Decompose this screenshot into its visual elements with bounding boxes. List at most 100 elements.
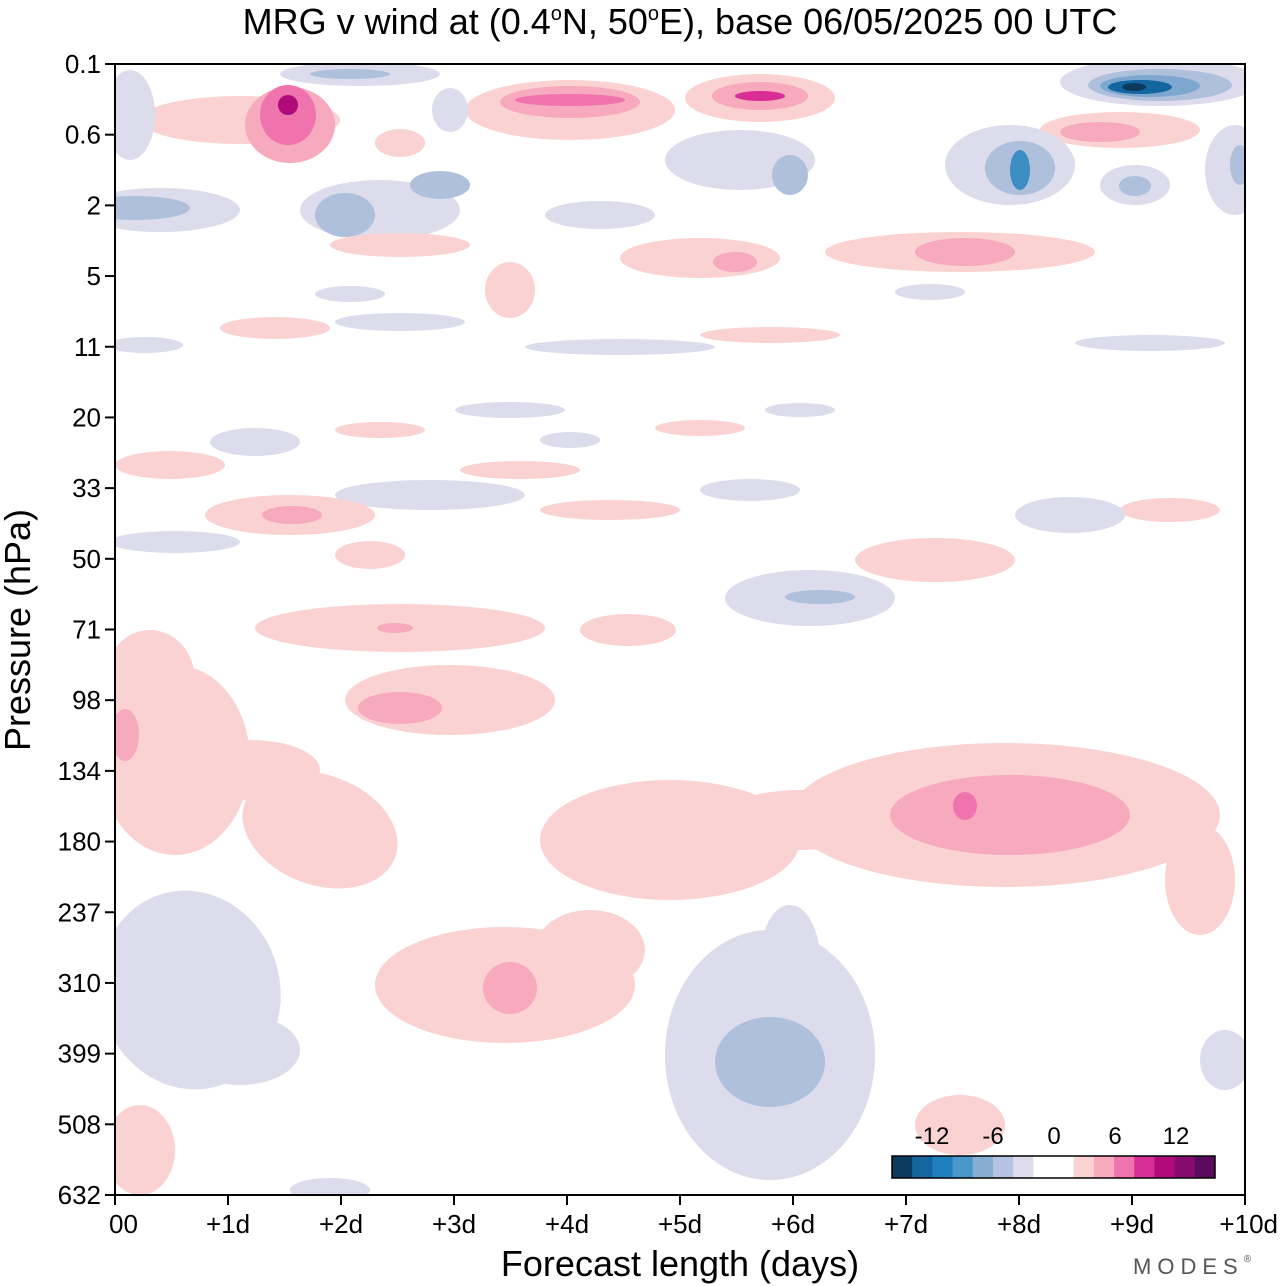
contour-pos-38	[115, 665, 250, 855]
colorbar-swatch	[1194, 1156, 1216, 1178]
contour-pos-4	[278, 95, 298, 115]
contour-neg-2	[310, 69, 390, 79]
contour-pos-18	[915, 238, 1015, 266]
contour-field	[115, 64, 1245, 1195]
y-tick-label: 310	[58, 968, 101, 998]
colorbar-swatch	[1033, 1156, 1054, 1178]
x-tick-label: +7d	[884, 1209, 928, 1239]
x-tick-label: +6d	[771, 1209, 815, 1239]
contour-neg-7	[1122, 83, 1146, 91]
contour-neg-32	[765, 403, 835, 417]
contour-pos-25	[460, 461, 580, 479]
contour-pos-47	[1165, 825, 1235, 935]
colorbar-label: -6	[982, 1123, 1003, 1150]
contour-neg-16	[1230, 145, 1245, 185]
x-tick-label: +10d	[1219, 1209, 1278, 1239]
colorbar-swatch	[1013, 1156, 1034, 1178]
colorbar-swatch	[952, 1156, 974, 1178]
x-tick-label: +9d	[1110, 1209, 1154, 1239]
contour-pos-19	[485, 262, 535, 318]
contour-pos-30	[335, 541, 405, 569]
colorbar-swatch	[1174, 1156, 1196, 1178]
contour-pos-15	[620, 238, 780, 278]
title-suffix: E), base 06/05/2025 00 UTC	[659, 1, 1117, 42]
y-tick-label: 2	[87, 190, 101, 220]
contour-pos-10	[735, 91, 785, 101]
contour-pos-12	[1060, 122, 1140, 142]
contour-pos-23	[655, 420, 745, 436]
colorbar-swatch	[1093, 1156, 1115, 1178]
colorbar-swatch	[1114, 1156, 1135, 1178]
contour-neg-42	[180, 1015, 300, 1085]
contour-neg-26	[525, 339, 715, 355]
contour-neg-30	[115, 337, 183, 353]
contour-pos-22	[335, 422, 425, 438]
x-tick-label: +1d	[206, 1209, 250, 1239]
contour-neg-18	[115, 196, 190, 220]
y-tick-label: 632	[58, 1180, 101, 1210]
colorbar-frame	[891, 1155, 1216, 1179]
y-tick-label: 20	[72, 402, 101, 432]
y-tick-label: 237	[58, 897, 101, 927]
contour-neg-33	[210, 428, 300, 456]
colorbar-swatch	[972, 1156, 994, 1178]
contour-pos-39	[115, 709, 139, 761]
brand-text: MODES	[1133, 1254, 1244, 1279]
contour-neg-44	[760, 905, 820, 1015]
chart-title: MRG v wind at (0.4oN, 50oE), base 06/05/…	[243, 1, 1118, 42]
x-tick-label: +4d	[545, 1209, 589, 1239]
contour-neg-23	[545, 201, 655, 229]
contour-neg-46	[1200, 1030, 1245, 1090]
y-axis-title: Pressure (hPa)	[0, 509, 38, 751]
colorbar: -12 -6 0 6 12	[891, 1123, 1216, 1179]
contour-neg-37	[1015, 497, 1125, 533]
brand-logo: MODES®	[1133, 1254, 1257, 1279]
colorbar-swatch	[992, 1156, 1014, 1178]
contour-neg-45	[715, 1017, 825, 1107]
y-tick-label: 5	[87, 261, 101, 291]
x-tick-label: +8d	[997, 1209, 1041, 1239]
contour-pos-14	[330, 233, 470, 257]
contour-neg-34	[540, 432, 600, 448]
colorbar-label: -12	[915, 1123, 950, 1150]
contour-pos-29	[1120, 498, 1220, 522]
title-degree-2: o	[648, 3, 659, 25]
contour-pos-27	[262, 506, 322, 524]
contour-pos-31	[855, 538, 1015, 582]
contour-pos-20	[220, 317, 330, 339]
contour-neg-9	[772, 155, 808, 195]
y-tick-label: 50	[72, 544, 101, 574]
y-tick-label: 134	[58, 756, 101, 786]
contour-neg-28	[895, 284, 965, 300]
contour-pos-41	[180, 740, 320, 800]
x-tick-label: +5d	[658, 1209, 702, 1239]
contour-pos-33	[377, 623, 413, 633]
x-tick-label: 00	[109, 1209, 138, 1239]
contour-pos-13	[375, 129, 425, 157]
y-tick-label: 98	[72, 685, 101, 715]
contour-neg-38	[115, 531, 240, 553]
contour-pos-50	[483, 962, 537, 1014]
contour-neg-24	[115, 70, 155, 160]
title-degree-1: o	[551, 3, 562, 25]
colorbar-swatch	[1053, 1156, 1075, 1178]
x-tick-label: +2d	[319, 1209, 363, 1239]
y-tick-label: 508	[58, 1109, 101, 1139]
colorbar-swatch	[1154, 1156, 1176, 1178]
colorbar-label: 0	[1047, 1123, 1060, 1150]
contour-neg-47	[290, 1178, 370, 1195]
colorbar-swatch	[892, 1156, 913, 1178]
y-tick-label: 0.1	[65, 49, 101, 79]
contour-pos-52	[115, 1105, 175, 1195]
colorbar-label: 12	[1163, 1123, 1190, 1150]
brand-mark: ®	[1244, 1254, 1257, 1265]
x-axis: 00 +1d +2d +3d +4d +5d +6d +7d +8d +9d +10d	[109, 1195, 1278, 1239]
contour-neg-27	[1075, 335, 1225, 351]
colorbar-swatch	[1073, 1156, 1095, 1178]
y-axis: 0.1 0.6 2 5 11 20 33 50 71 98 134 180 237 310 399 508 63…	[58, 49, 115, 1210]
contour-neg-14	[1119, 176, 1151, 196]
y-tick-label: 180	[58, 827, 101, 857]
contour-neg-36	[700, 479, 800, 501]
colorbar-swatch	[1134, 1156, 1155, 1178]
